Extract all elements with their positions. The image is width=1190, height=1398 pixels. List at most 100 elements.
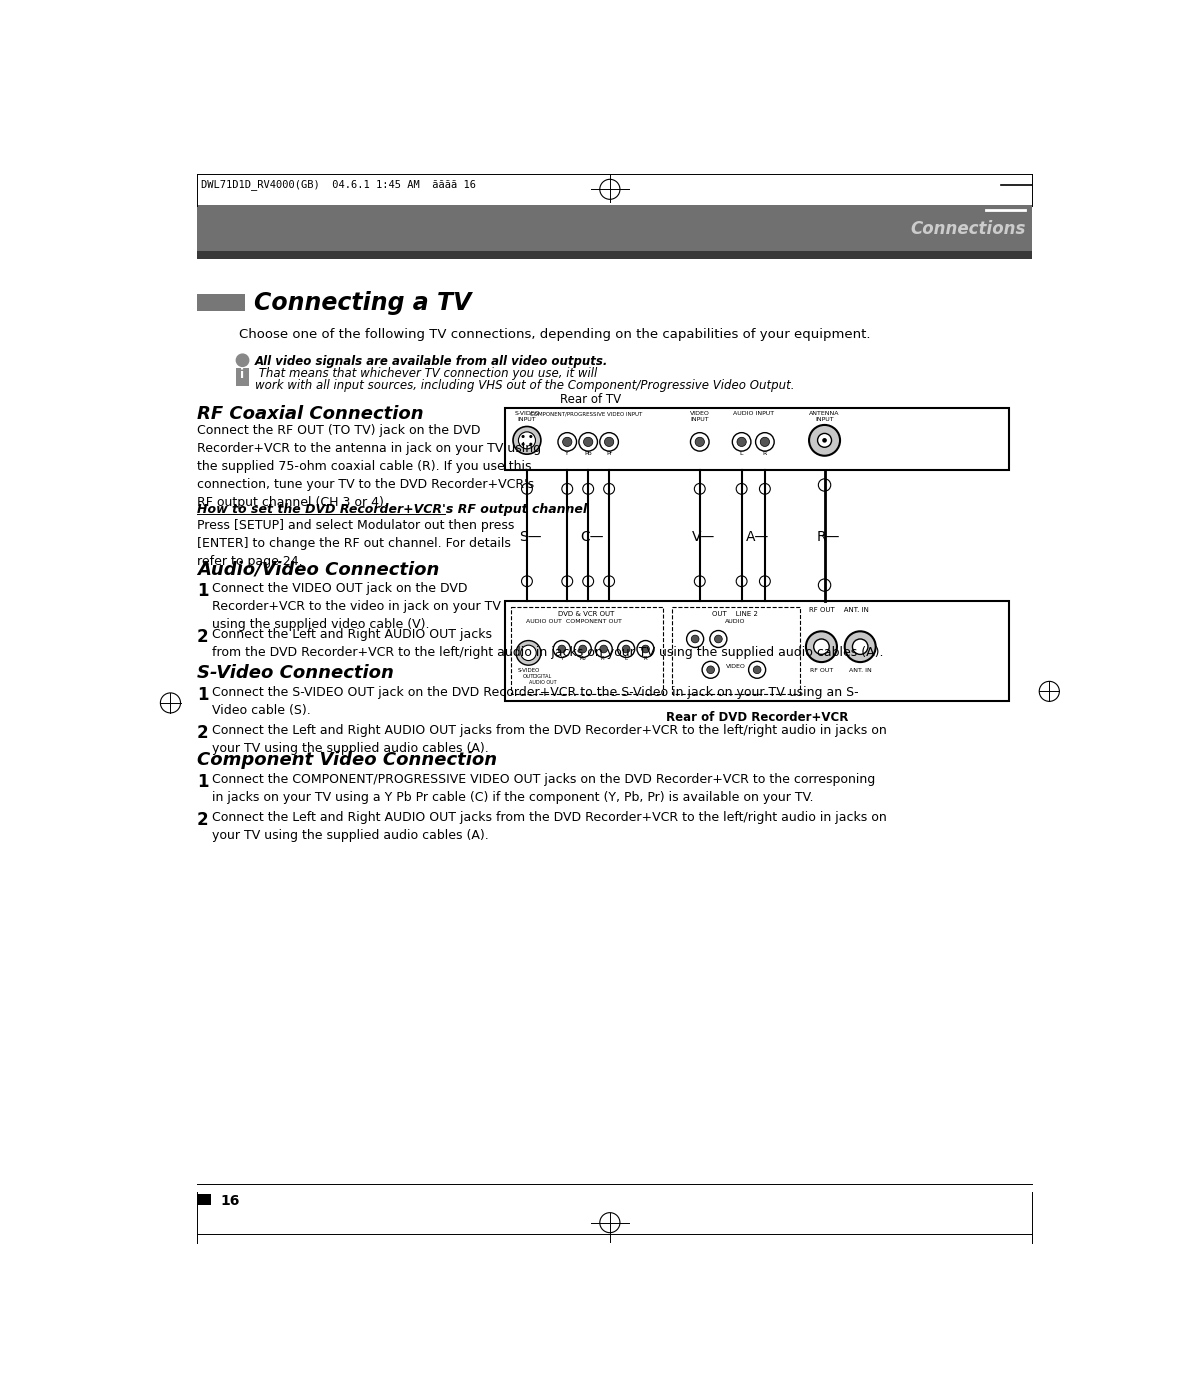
Circle shape: [513, 426, 541, 454]
Circle shape: [637, 640, 655, 657]
Text: AUDIO INPUT: AUDIO INPUT: [733, 411, 774, 417]
Circle shape: [852, 639, 868, 654]
Text: VIDEO
INPUT: VIDEO INPUT: [690, 411, 709, 422]
Text: Y: Y: [560, 656, 563, 661]
Text: Pb: Pb: [584, 452, 591, 456]
Text: Press [SETUP] and select Modulator out then press
[ENTER] to change the RF out c: Press [SETUP] and select Modulator out t…: [196, 519, 514, 568]
Circle shape: [516, 640, 541, 665]
Circle shape: [558, 644, 565, 653]
Circle shape: [737, 576, 747, 587]
Text: Connect the COMPONENT/PROGRESSIVE VIDEO OUT jacks on the DVD Recorder+VCR to the: Connect the COMPONENT/PROGRESSIVE VIDEO …: [212, 773, 876, 804]
Text: Choose one of the following TV connections, depending on the capabilities of you: Choose one of the following TV connectio…: [239, 329, 871, 341]
Circle shape: [583, 484, 594, 495]
Text: L: L: [740, 452, 744, 456]
Text: DIGITAL
AUDIO OUT: DIGITAL AUDIO OUT: [528, 674, 556, 685]
Text: C—: C—: [581, 530, 603, 544]
Circle shape: [814, 639, 829, 654]
Circle shape: [818, 433, 832, 447]
Text: VIDEO: VIDEO: [726, 664, 745, 670]
Circle shape: [600, 432, 619, 452]
Circle shape: [691, 635, 699, 643]
Circle shape: [575, 640, 591, 657]
Text: Pr: Pr: [601, 656, 607, 661]
Text: Connect the VIDEO OUT jack on the DVD
Recorder+VCR to the video in jack on your : Connect the VIDEO OUT jack on the DVD Re…: [212, 582, 501, 630]
Text: Audio/Video Connection: Audio/Video Connection: [196, 561, 439, 579]
Circle shape: [562, 484, 572, 495]
Circle shape: [583, 438, 593, 446]
Circle shape: [737, 484, 747, 495]
Circle shape: [737, 438, 746, 446]
Bar: [196, 294, 245, 310]
Circle shape: [622, 644, 630, 653]
Text: RF OUT: RF OUT: [810, 668, 833, 674]
Text: 1: 1: [196, 582, 208, 600]
Text: How to set the DVD Recorder+VCR's RF output channel: How to set the DVD Recorder+VCR's RF out…: [196, 503, 587, 516]
Circle shape: [583, 576, 594, 587]
Text: COMPONENT/PROGRESSIVE VIDEO INPUT: COMPONENT/PROGRESSIVE VIDEO INPUT: [531, 411, 643, 417]
Circle shape: [553, 640, 570, 657]
Bar: [506, 408, 1009, 470]
Circle shape: [603, 484, 614, 495]
Text: Connect the RF OUT (TO TV) jack on the DVD
Recorder+VCR to the antenna in jack o: Connect the RF OUT (TO TV) jack on the D…: [196, 424, 541, 509]
Circle shape: [707, 665, 714, 674]
Circle shape: [521, 644, 537, 661]
Circle shape: [558, 432, 576, 452]
Text: RF Coaxial Connection: RF Coaxial Connection: [196, 405, 424, 424]
Text: S—: S—: [519, 530, 541, 544]
Text: ANT. IN: ANT. IN: [848, 668, 871, 674]
Circle shape: [695, 438, 704, 446]
Bar: [196, 250, 1032, 259]
Circle shape: [759, 484, 770, 495]
Text: 1: 1: [196, 686, 208, 705]
Circle shape: [690, 432, 709, 452]
Text: A—: A—: [745, 530, 769, 544]
Circle shape: [687, 630, 703, 647]
Text: Rear of TV: Rear of TV: [559, 393, 621, 407]
Circle shape: [521, 484, 532, 495]
Text: OUT    LINE 2: OUT LINE 2: [713, 611, 758, 618]
Circle shape: [749, 661, 765, 678]
Text: AUDIO OUT  COMPONENT OUT: AUDIO OUT COMPONENT OUT: [526, 619, 621, 624]
Circle shape: [753, 665, 760, 674]
Circle shape: [600, 644, 608, 653]
Bar: [672, 607, 800, 695]
Text: Component Video Connection: Component Video Connection: [196, 751, 497, 769]
Text: Connect the Left and Right AUDIO OUT jacks from the DVD Recorder+VCR to the left: Connect the Left and Right AUDIO OUT jac…: [212, 724, 887, 755]
Circle shape: [521, 576, 532, 587]
Circle shape: [578, 644, 587, 653]
Text: DWL71D1D_RV4000(GB)  04.6.1 1:45 AM  ãããã 16: DWL71D1D_RV4000(GB) 04.6.1 1:45 AM ãããã …: [201, 179, 476, 190]
Circle shape: [521, 435, 525, 438]
Circle shape: [563, 438, 572, 446]
Text: Connect the Left and Right AUDIO OUT jacks from the DVD Recorder+VCR to the left: Connect the Left and Right AUDIO OUT jac…: [212, 811, 887, 843]
Circle shape: [845, 632, 876, 663]
Bar: [506, 601, 1009, 700]
Circle shape: [603, 576, 614, 587]
Text: L: L: [625, 656, 627, 661]
Text: ANTENNA
INPUT: ANTENNA INPUT: [809, 411, 840, 422]
Bar: [237, 368, 249, 386]
Text: R: R: [763, 452, 768, 456]
Text: 2: 2: [196, 724, 208, 742]
Text: S-VIDEO
OUT: S-VIDEO OUT: [518, 668, 540, 679]
Text: Pr: Pr: [606, 452, 612, 456]
Circle shape: [694, 576, 706, 587]
Circle shape: [641, 644, 650, 653]
Circle shape: [822, 438, 827, 443]
Text: DVD & VCR OUT: DVD & VCR OUT: [558, 611, 615, 618]
Text: Y: Y: [565, 452, 569, 456]
Circle shape: [530, 443, 532, 446]
Text: Rear of DVD Recorder+VCR: Rear of DVD Recorder+VCR: [666, 712, 848, 724]
Bar: [196, 1194, 211, 1205]
Circle shape: [530, 435, 532, 438]
Circle shape: [819, 579, 831, 591]
Circle shape: [809, 425, 840, 456]
Circle shape: [714, 635, 722, 643]
Text: S-Video Connection: S-Video Connection: [196, 664, 394, 682]
Circle shape: [595, 640, 612, 657]
Circle shape: [578, 432, 597, 452]
Text: Connect the Left and Right AUDIO OUT jacks
from the DVD Recorder+VCR to the left: Connect the Left and Right AUDIO OUT jac…: [212, 628, 884, 660]
Circle shape: [732, 432, 751, 452]
Circle shape: [710, 630, 727, 647]
Text: AUDIO: AUDIO: [725, 619, 746, 624]
Circle shape: [756, 432, 775, 452]
